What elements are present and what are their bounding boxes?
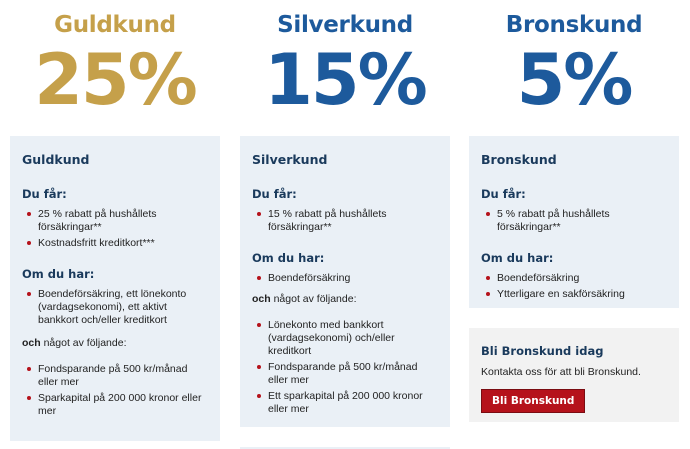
silver-if-you-have-list: Boendeförsäkring [252,272,438,285]
list-item: Ytterligare en sakförsäkring [481,288,667,301]
gold-card-title: Guldkund [22,152,90,167]
cta-title: Bli Bronskund idag [481,344,604,358]
silver-and-one-of: och något av följande: [252,293,438,306]
bronze-you-get-heading: Du får: [481,187,526,201]
become-bronze-button[interactable]: Bli Bronskund [481,389,586,413]
gold-you-get-heading: Du får: [22,187,67,201]
gold-and-one-of: och något av följande: [22,337,208,350]
gold-and-bold: och [22,337,41,349]
silver-and-bold: och [252,293,271,305]
gold-following-list: Fondsparande på 500 kr/månad eller mer S… [22,363,208,418]
list-item: Lönekonto med bankkort (vardagsekonomi) … [252,319,438,358]
list-item: Boendeförsäkring [252,272,438,285]
silver-following-list: Lönekonto med bankkort (vardagsekonomi) … [252,319,438,416]
bronze-you-get-list: 5 % rabatt på hushållets försäkringar** [481,208,667,234]
list-item: Kostnadsfritt kreditkort*** [22,237,208,250]
gold-and-rest: något av följande: [40,337,127,349]
list-item: 5 % rabatt på hushållets försäkringar** [481,208,667,234]
silver-card-title: Silverkund [252,152,328,167]
tier-silver-percent: 15% [264,39,428,121]
silver-and-rest: något av följande: [270,293,357,305]
silver-you-get-heading: Du får: [252,187,297,201]
bronze-card-title: Bronskund [481,152,557,167]
tier-gold-percent: 25% [34,39,198,121]
tier-gold-name: Guldkund [54,12,176,38]
gold-if-you-have-heading: Om du har: [22,267,95,281]
list-item: Fondsparande på 500 kr/månad eller mer [252,361,438,387]
silver-if-you-have-heading: Om du har: [252,251,325,265]
cta-box: Bli Bronskund idag Kontakta oss för att … [469,328,679,422]
tier-silver-name: Silverkund [277,12,413,38]
list-item: Boendeförsäkring, ett lönekonto (vardags… [22,288,208,327]
cta-text: Kontakta oss för att bli Bronskund. [481,366,641,378]
list-item: Sparkapital på 200 000 kronor eller mer [22,392,208,418]
tier-silver-header: Silverkund 15% [240,0,450,116]
gold-if-you-have-list: Boendeförsäkring, ett lönekonto (vardags… [22,288,208,327]
tier-gold-header: Guldkund 25% [10,0,220,116]
silver-card: Silverkund Du får: 15 % rabatt på hushål… [240,136,450,427]
list-item: 15 % rabatt på hushållets försäkringar** [252,208,438,234]
bronze-if-you-have-heading: Om du har: [481,251,554,265]
silver-you-get-list: 15 % rabatt på hushållets försäkringar** [252,208,438,234]
tier-bronze-name: Bronskund [505,12,643,38]
list-item: Fondsparande på 500 kr/månad eller mer [22,363,208,389]
next-card-edge [240,447,450,449]
bronze-card: Bronskund Du får: 5 % rabatt på hushålle… [469,136,679,308]
list-item: Ett sparkapital på 200 000 kronor eller … [252,390,438,416]
tier-bronze-header: Bronskund 5% [469,0,679,116]
gold-you-get-list: 25 % rabatt på hushållets försäkringar**… [22,208,208,250]
bronze-if-you-have-list: Boendeförsäkring Ytterligare en sakförsä… [481,272,667,301]
list-item: Boendeförsäkring [481,272,667,285]
list-item: 25 % rabatt på hushållets försäkringar** [22,208,208,234]
tier-bronze-percent: 5% [516,39,634,121]
gold-card: Guldkund Du får: 25 % rabatt på hushålle… [10,136,220,441]
